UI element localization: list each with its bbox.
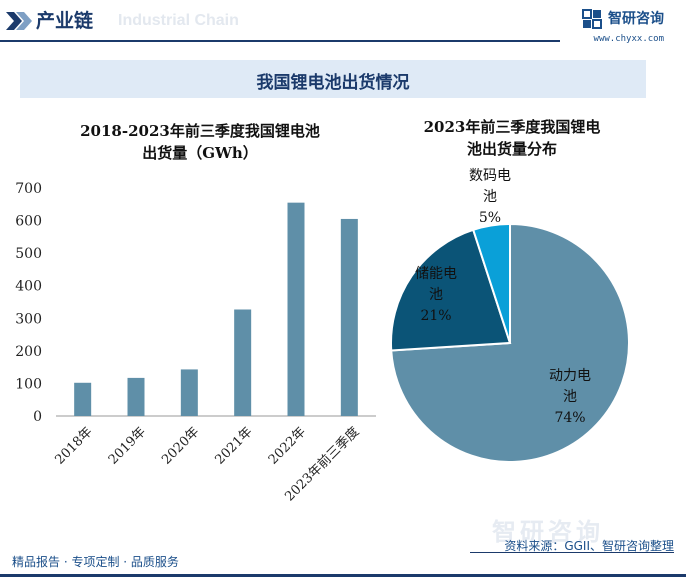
pie-slice: [471, 222, 511, 344]
header: 产业链 Industrial Chain 智研咨询 www.chyxx.com: [0, 0, 686, 46]
x-tick-label: 2021年: [213, 424, 256, 467]
pie-chart-title-line-1: 2023年前三季度我国锂电: [423, 118, 601, 136]
bar: [234, 309, 252, 416]
pie-slice-label: 池: [429, 287, 443, 303]
pie-chart-title: 2023年前三季度我国锂电 池出货量分布: [382, 116, 642, 160]
x-tick-label: 2018年: [53, 424, 96, 467]
pie-chart-title-line-2: 池出货量分布: [466, 140, 557, 158]
header-watermark: Industrial Chain: [118, 12, 239, 29]
footer-watermark: 智研咨询: [492, 518, 604, 546]
bar-chart-title-line-2: 出货量（GWh）: [142, 144, 258, 162]
data-source: 资料来源：GGII、智研咨询整理: [504, 539, 674, 553]
pie-slice-label: 动力电: [549, 368, 591, 384]
y-tick-label: 700: [15, 181, 42, 197]
y-tick-label: 0: [33, 409, 42, 425]
chart-banner: 我国锂电池出货情况: [20, 60, 646, 98]
pie-slice: [390, 228, 512, 352]
footer-divider: [0, 574, 686, 577]
y-tick-label: 600: [15, 214, 42, 230]
y-tick-label: 400: [15, 279, 42, 295]
bar: [74, 382, 92, 416]
pie-slice-label: 池: [563, 389, 577, 405]
pie-percent-label: 5%: [479, 210, 501, 226]
bar: [340, 218, 358, 416]
pie-slice-label: 池: [483, 189, 497, 205]
bar: [127, 377, 145, 416]
banner-title: 我国锂电池出货情况: [256, 73, 410, 93]
header-divider: [0, 40, 560, 42]
y-tick-label: 500: [15, 246, 42, 262]
x-tick-label: 2020年: [159, 424, 202, 467]
bar: [180, 369, 198, 416]
brand: 智研咨询 www.chyxx.com: [582, 8, 664, 44]
bar-chart: 0 100 200 300 400 500 600 700 2018年 2019年 2020年 202…: [15, 181, 376, 504]
y-tick-label: 300: [15, 311, 42, 327]
bar: [287, 202, 305, 416]
footer-tagline: 精品报告 · 专项定制 · 品质服务: [12, 555, 179, 569]
bar-chart-title-line-1: 2018-2023年前三季度我国锂电池: [80, 122, 320, 140]
brand-url: www.chyxx.com: [593, 34, 664, 44]
x-tick-label: 2019年: [106, 424, 149, 467]
pie-percent-label: 21%: [420, 308, 451, 324]
brand-logo-icon: [582, 9, 602, 29]
source-divider: [470, 552, 674, 553]
pie-percent-label: 74%: [554, 410, 585, 426]
y-tick-label: 100: [15, 376, 42, 392]
pie-slice-label: 数码电: [469, 168, 511, 184]
x-tick-label: 2022年: [266, 424, 309, 467]
y-tick-label: 200: [15, 344, 42, 360]
section-title: 产业链: [36, 10, 94, 32]
chevron-icon: [6, 12, 32, 30]
brand-name: 智研咨询: [608, 11, 664, 27]
pie-slice-label: 储能电: [415, 266, 457, 282]
bar-chart-title: 2018-2023年前三季度我国锂电池 出货量（GWh）: [40, 120, 360, 164]
